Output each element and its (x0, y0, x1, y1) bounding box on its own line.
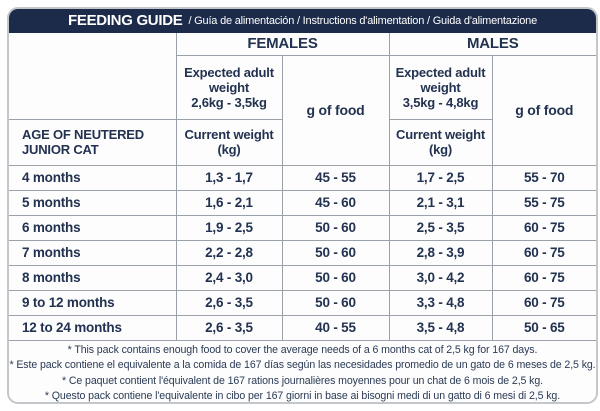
males-weight-cell: 2,8 - 3,9 (388, 239, 493, 266)
corner-empty-cell (9, 33, 177, 120)
age-cell: 9 to 12 months (9, 289, 177, 316)
males-food-cell: 60 - 75 (491, 264, 596, 291)
females-food-cell: 50 - 60 (281, 264, 390, 291)
females-group-header: FEMALES (175, 33, 390, 56)
males-weight-cell: 2,5 - 3,5 (388, 214, 493, 241)
feeding-table: FEMALES MALES Expected adult weight 2,6k… (9, 33, 596, 341)
age-cell: 8 months (9, 264, 177, 291)
females-weight-cell: 1,6 - 2,1 (175, 189, 283, 216)
females-weight-cell: 1,3 - 1,7 (175, 164, 283, 191)
males-group-header: MALES (388, 33, 596, 56)
age-cell: 7 months (9, 239, 177, 266)
females-weight-cell: 1,9 - 2,5 (175, 214, 283, 241)
males-expected-weight-text: Expected adult weight 3,5kg - 4,8kg (394, 65, 488, 110)
age-cell: 6 months (9, 214, 177, 241)
males-food-cell: 60 - 75 (491, 214, 596, 241)
footnote-italian: * Questo pack contiene l'equivalente in … (44, 390, 561, 402)
males-expected-weight-header: Expected adult weight 3,5kg - 4,8kg (388, 54, 493, 120)
females-weight-cell: 2,2 - 2,8 (175, 239, 283, 266)
males-g-of-food-header: g of food (491, 54, 596, 166)
males-food-cell: 60 - 75 (491, 239, 596, 266)
females-g-of-food-header: g of food (281, 54, 390, 166)
footnotes: * This pack contains enough food to cove… (9, 341, 596, 403)
females-current-weight-text: Current weight (kg) (184, 127, 274, 157)
footnote-french: * Ce paquet contient l'équivalent de 167… (61, 374, 543, 387)
males-food-cell: 55 - 75 (491, 189, 596, 216)
males-food-cell: 55 - 70 (491, 164, 596, 191)
table-row-8-months: 8 months 2,4 - 3,0 50 - 60 3,0 - 4,2 60 … (9, 264, 596, 291)
males-weight-cell: 3,0 - 4,2 (388, 264, 493, 291)
table-row-5-months: 5 months 1,6 - 2,1 45 - 60 2,1 - 3,1 55 … (9, 189, 596, 216)
females-food-cell: 40 - 55 (281, 314, 390, 341)
table-row-4-months: 4 months 1,3 - 1,7 45 - 55 1,7 - 2,5 55 … (9, 164, 596, 191)
feeding-guide-title: FEEDING GUIDE (68, 12, 183, 29)
feeding-guide-card: FEEDING GUIDE / Guía de alimentación / I… (7, 7, 598, 404)
females-weight-cell: 2,4 - 3,0 (175, 264, 283, 291)
current-weight-row: AGE OF NEUTERED JUNIOR CAT Current weigh… (9, 118, 596, 166)
age-cell: 5 months (9, 189, 177, 216)
males-weight-cell: 2,1 - 3,1 (388, 189, 493, 216)
males-expected-range: 3,5kg - 4,8kg (402, 94, 479, 110)
table-row-12-to-24-months: 12 to 24 months 2,6 - 3,5 40 - 55 3,5 - … (9, 314, 596, 341)
females-expected-weight-text: Expected adult weight 2,6kg - 3,5kg (182, 65, 276, 110)
age-column-header: AGE OF NEUTERED JUNIOR CAT (9, 118, 177, 166)
males-current-weight-text: Current weight (kg) (396, 127, 485, 157)
males-weight-cell: 3,5 - 4,8 (388, 314, 493, 341)
females-expected-weight-header: Expected adult weight 2,6kg - 3,5kg (176, 54, 283, 120)
table-row-7-months: 7 months 2,2 - 2,8 50 - 60 2,8 - 3,9 60 … (9, 239, 596, 266)
females-food-cell: 50 - 60 (281, 214, 390, 241)
males-weight-cell: 3,3 - 4,8 (388, 289, 493, 316)
feeding-guide-subtitle: / Guía de alimentación / Instructions d'… (188, 15, 537, 27)
males-food-cell: 60 - 75 (491, 289, 596, 316)
footnote-english: * This pack contains enough food to cove… (67, 343, 538, 356)
females-food-cell: 50 - 60 (281, 289, 390, 316)
females-food-cell: 45 - 60 (281, 189, 390, 216)
group-header-row: FEMALES MALES (9, 33, 596, 120)
age-cell: 4 months (9, 164, 177, 191)
females-expected-label: Expected adult weight (184, 64, 274, 95)
females-weight-cell: 2,6 - 3,5 (175, 314, 283, 341)
females-food-cell: 45 - 55 (281, 164, 390, 191)
females-weight-cell: 2,6 - 3,5 (175, 289, 283, 316)
age-column-header-text: AGE OF NEUTERED JUNIOR CAT (22, 127, 144, 157)
females-food-cell: 50 - 60 (281, 239, 390, 266)
table-row-6-months: 6 months 1,9 - 2,5 50 - 60 2,5 - 3,5 60 … (9, 214, 596, 241)
males-current-weight-header: Current weight (kg) (388, 118, 493, 166)
age-cell: 12 to 24 months (9, 314, 177, 341)
footnote-spanish: * Este pack contiene el equivalente a la… (9, 359, 596, 371)
males-weight-cell: 1,7 - 2,5 (388, 164, 493, 191)
males-food-cell: 50 - 65 (491, 314, 596, 341)
table-row-9-to-12-months: 9 to 12 months 2,6 - 3,5 50 - 60 3,3 - 4… (9, 289, 596, 316)
title-bar: FEEDING GUIDE / Guía de alimentación / I… (9, 9, 596, 33)
females-current-weight-header: Current weight (kg) (175, 118, 283, 166)
females-expected-range: 2,6kg - 3,5kg (191, 94, 267, 110)
males-expected-label: Expected adult weight (395, 64, 486, 95)
expected-weight-row: Expected adult weight 2,6kg - 3,5kg g of… (9, 54, 596, 166)
